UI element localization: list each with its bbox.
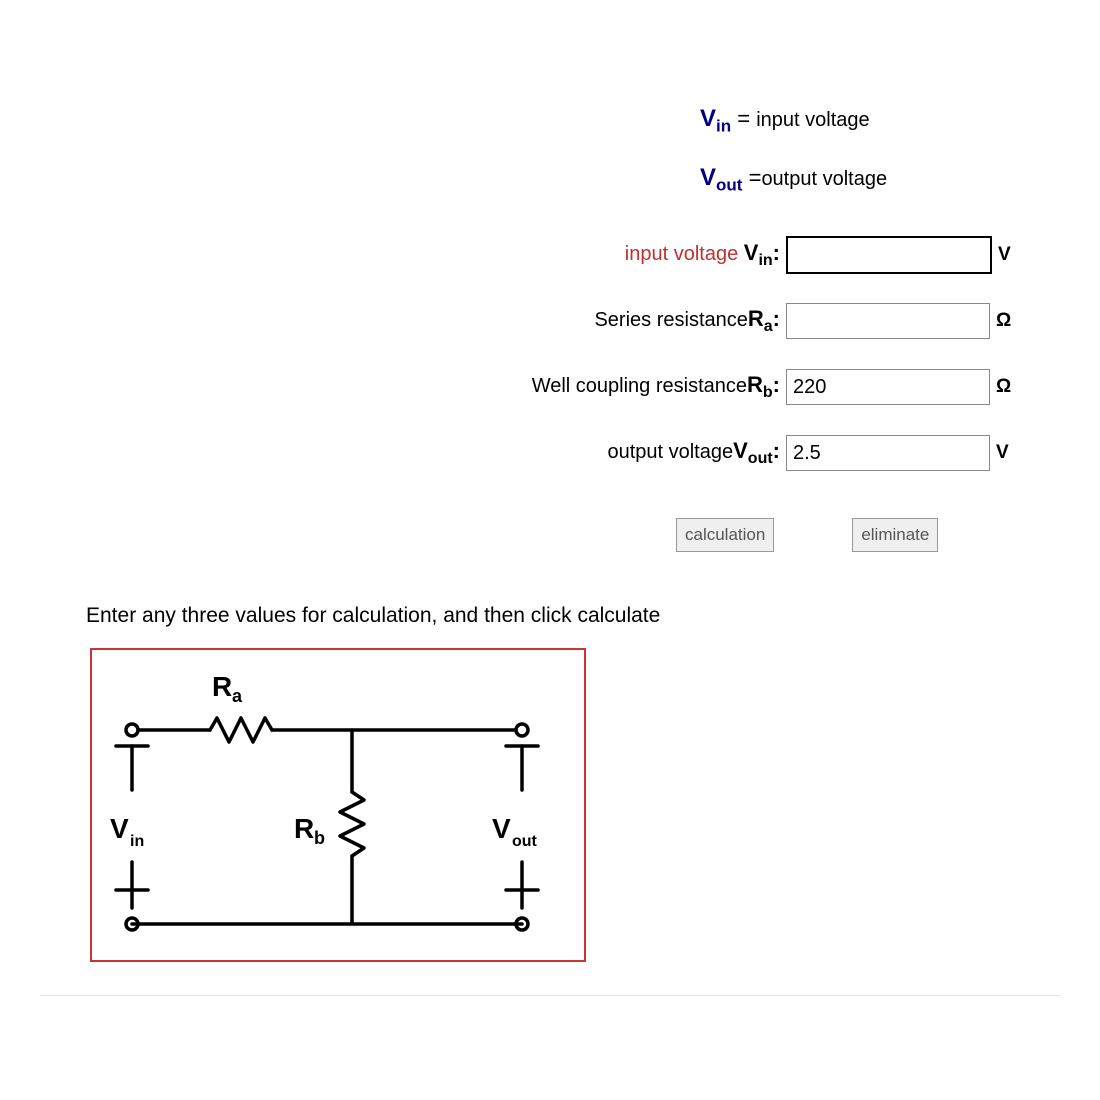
instruction-text: Enter any three values for calculation, …: [86, 604, 660, 628]
vin-eq: =: [737, 106, 756, 131]
unit-label: V: [992, 244, 1028, 266]
unit-label: Ω: [990, 376, 1026, 398]
vout-text: output voltage: [761, 168, 887, 190]
vin-sub: in: [716, 116, 731, 135]
form-row: Well coupling resistanceRb: Ω: [480, 367, 1040, 407]
divider: [40, 995, 1060, 996]
svg-text:in: in: [130, 833, 144, 850]
form-row: Series resistanceRa: Ω: [480, 301, 1040, 341]
calculator-form: input voltage Vin: V Series resistanceRa: Ω…: [480, 235, 1040, 499]
legend-vout: Vout =output voltage: [700, 164, 887, 195]
vout-eq: =: [749, 165, 762, 190]
vin-text: input voltage: [756, 109, 869, 131]
field-label: input voltage Vin:: [480, 240, 786, 270]
field-label: output voltageVout:: [480, 438, 786, 468]
eliminate-button[interactable]: eliminate: [852, 518, 938, 552]
unit-label: V: [990, 442, 1026, 464]
vout-input[interactable]: [786, 435, 990, 471]
vin-input[interactable]: [786, 236, 992, 274]
circuit-svg: R a R b V in V out: [92, 650, 584, 960]
svg-text:R: R: [294, 813, 314, 844]
calculation-button[interactable]: calculation: [676, 518, 774, 552]
legend-vin: Vin = input voltage: [700, 105, 887, 136]
field-label: Series resistanceRa:: [480, 306, 786, 336]
vin-symbol: V: [700, 105, 716, 132]
legend: Vin = input voltage Vout =output voltage: [700, 105, 887, 224]
form-row: input voltage Vin: V: [480, 235, 1040, 275]
svg-text:out: out: [512, 833, 538, 850]
svg-text:b: b: [314, 828, 325, 848]
svg-text:V: V: [492, 813, 511, 844]
circuit-diagram: R a R b V in V out: [90, 648, 586, 962]
form-row: output voltageVout: V: [480, 433, 1040, 473]
vout-sub: out: [716, 176, 742, 195]
unit-label: Ω: [990, 310, 1026, 332]
field-label: Well coupling resistanceRb:: [480, 372, 786, 402]
button-row: calculation eliminate: [676, 518, 1016, 552]
svg-text:V: V: [110, 813, 129, 844]
svg-text:a: a: [232, 686, 243, 706]
rb-input[interactable]: [786, 369, 990, 405]
vout-symbol: V: [700, 164, 716, 191]
svg-text:R: R: [212, 671, 232, 702]
ra-input[interactable]: [786, 303, 990, 339]
